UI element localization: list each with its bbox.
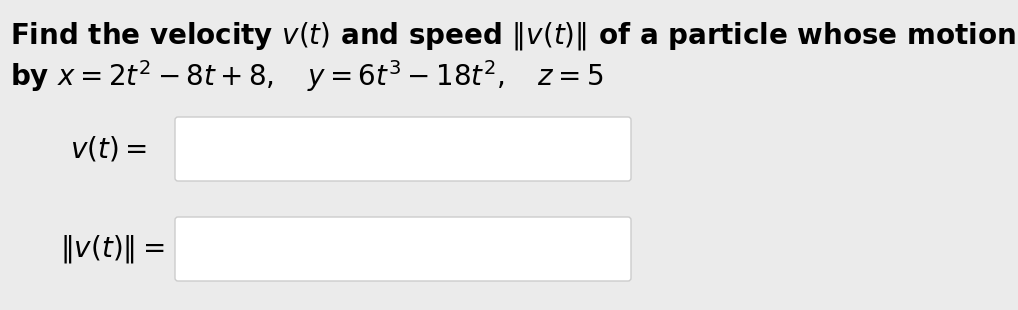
Text: $\mathit{v}(t) =$: $\mathit{v}(t) =$	[70, 135, 147, 163]
Text: Find the velocity $\mathit{v}(t)$ and speed $\|\mathit{v}(t)\|$ of a particle wh: Find the velocity $\mathit{v}(t)$ and sp…	[10, 20, 1018, 52]
Text: $\|\mathit{v}(t)\| =$: $\|\mathit{v}(t)\| =$	[60, 233, 165, 265]
FancyBboxPatch shape	[175, 117, 631, 181]
Text: by $x = 2t^2 - 8t + 8, \quad y = 6t^3 - 18t^2, \quad z = 5$: by $x = 2t^2 - 8t + 8, \quad y = 6t^3 - …	[10, 58, 604, 94]
FancyBboxPatch shape	[175, 217, 631, 281]
